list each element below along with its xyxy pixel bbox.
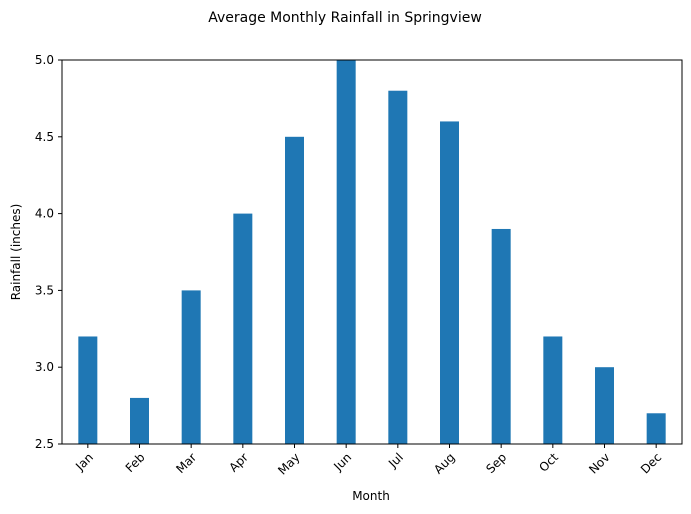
bar-sep <box>491 228 511 444</box>
bar-jun <box>336 60 356 444</box>
x-axis: Jan Feb Mar Apr May Jun Jul Aug Sep Oct Nov Dec <box>72 444 664 478</box>
bar-jul <box>388 90 408 444</box>
x-tick-label: Apr <box>226 450 251 475</box>
y-tick-label: 4.5 <box>35 130 54 144</box>
x-tick-label: Mar <box>173 450 199 476</box>
bar-apr <box>233 213 253 444</box>
x-tick-label: Sep <box>483 450 509 476</box>
x-tick-label: Oct <box>536 450 561 475</box>
bars-group <box>78 60 666 445</box>
x-axis-label: Month <box>352 489 390 503</box>
x-tick-label: Jun <box>330 450 354 474</box>
chart-title: Average Monthly Rainfall in Springview <box>208 10 482 26</box>
bar-nov <box>595 367 614 444</box>
x-tick-label: Feb <box>123 450 148 475</box>
y-tick-label: 2.5 <box>35 437 54 451</box>
y-tick-label: 3.5 <box>35 283 54 297</box>
y-tick-label: 5.0 <box>35 53 54 67</box>
plot-area <box>61 59 683 445</box>
bar-feb <box>130 397 149 444</box>
plot-frame <box>61 59 683 445</box>
x-tick-label: Aug <box>431 450 457 476</box>
bar-jan <box>78 336 98 444</box>
y-axis-label: Rainfall (inches) <box>9 204 23 301</box>
bar-oct <box>543 336 563 444</box>
bar-aug <box>440 121 459 444</box>
bar-may <box>285 136 304 445</box>
bar-mar <box>181 290 201 444</box>
y-tick-label: 3.0 <box>35 360 54 374</box>
bar-dec <box>646 413 666 444</box>
y-axis: 2.5 3.0 3.5 4.0 4.5 5.0 <box>35 53 62 451</box>
y-tick-label: 4.0 <box>35 207 54 221</box>
x-tick-label: Jul <box>385 450 406 471</box>
x-tick-label: Dec <box>638 450 664 476</box>
x-tick-label: May <box>275 450 302 477</box>
x-tick-label: Jan <box>72 450 96 474</box>
x-tick-label: Nov <box>586 450 612 476</box>
